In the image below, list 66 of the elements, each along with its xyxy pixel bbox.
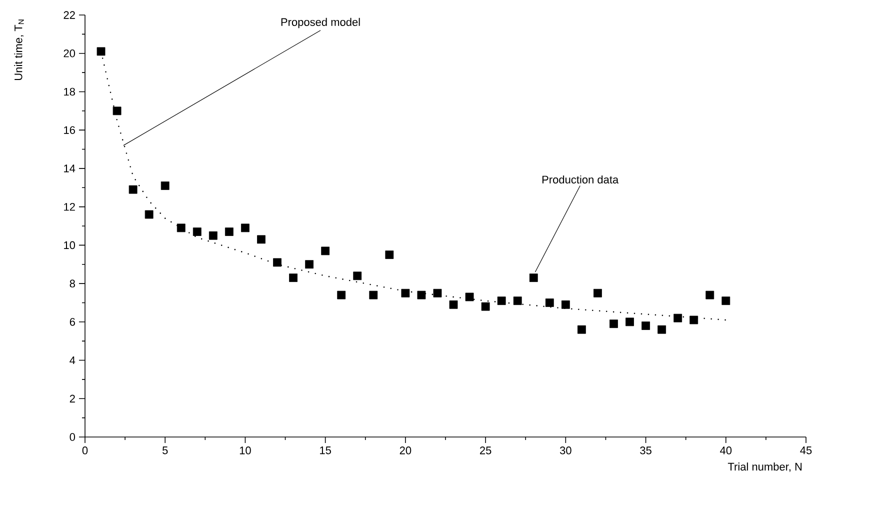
point <box>273 258 282 267</box>
point <box>192 228 202 236</box>
y-tick-label: 16 <box>64 126 75 134</box>
point <box>481 302 490 311</box>
point <box>529 274 538 282</box>
point <box>594 288 602 298</box>
point <box>321 246 330 256</box>
y-tick-label: 20 <box>64 49 76 58</box>
x-tick-label: 35 <box>640 446 652 454</box>
y-tick-label: 10 <box>64 241 76 250</box>
point <box>690 316 698 324</box>
y-tick-label: 2 <box>70 394 75 402</box>
point <box>289 274 298 282</box>
x-tick-label: 30 <box>560 446 572 454</box>
y-tick-label: 8 <box>70 280 75 288</box>
point <box>369 290 378 300</box>
point <box>112 106 122 116</box>
point <box>545 298 554 307</box>
point <box>610 320 618 328</box>
point <box>465 292 474 302</box>
y-axis-title: Unit time, T$_{N}$ <box>14 20 24 80</box>
point <box>176 224 186 232</box>
x-tick-label: 0 <box>82 446 88 454</box>
x-tick-label: 15 <box>320 446 331 454</box>
point <box>513 296 522 305</box>
x-tick-label: 10 <box>240 446 251 454</box>
point <box>208 231 218 240</box>
point <box>96 47 106 56</box>
point <box>674 314 682 322</box>
annotation: Proposed model <box>281 18 360 28</box>
point <box>305 260 314 269</box>
y-tick-label: 6 <box>70 318 75 326</box>
point <box>128 185 138 194</box>
point <box>257 235 266 244</box>
point <box>353 272 362 280</box>
point <box>449 300 458 309</box>
point <box>144 210 154 219</box>
point <box>401 288 410 298</box>
point <box>642 322 650 330</box>
point <box>706 290 714 300</box>
point <box>626 318 634 326</box>
y-tick-label: 4 <box>70 356 76 364</box>
y-tick-label: 18 <box>64 88 75 96</box>
point <box>225 228 234 236</box>
point <box>160 182 170 190</box>
point <box>577 325 586 334</box>
x-tick-label: 5 <box>162 446 168 454</box>
point <box>433 288 442 298</box>
point <box>385 250 394 259</box>
x-tick-label: 20 <box>400 446 412 454</box>
x-tick-label: 25 <box>480 446 492 454</box>
x-tick-label: 45 <box>800 446 812 454</box>
point <box>417 290 426 300</box>
x-axis-title: Trial number, N <box>728 462 802 472</box>
point <box>337 290 346 300</box>
y-tick-label: 14 <box>64 164 76 172</box>
y-tick-label: 0 <box>70 433 76 441</box>
point <box>658 325 666 334</box>
point <box>722 296 730 305</box>
point <box>241 224 250 232</box>
point <box>497 296 506 305</box>
x-tick-label: 40 <box>720 446 732 454</box>
annotation: Production data <box>542 175 619 184</box>
point <box>561 300 570 309</box>
y-tick-label: 12 <box>64 202 75 211</box>
y-tick-label: 22 <box>64 11 75 19</box>
